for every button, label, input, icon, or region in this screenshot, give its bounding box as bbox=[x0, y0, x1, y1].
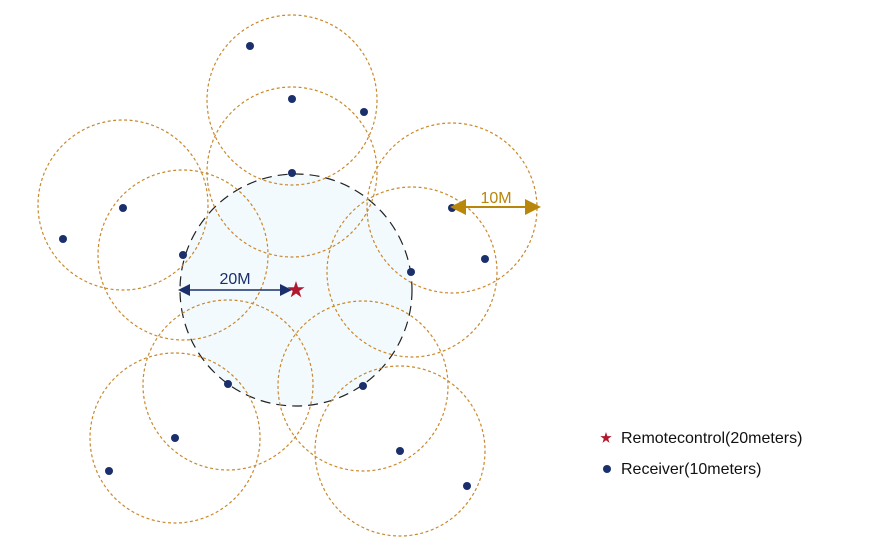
legend-dot bbox=[603, 465, 611, 473]
legend-label: Receiver(10meters) bbox=[621, 461, 761, 478]
range-label: 10M bbox=[480, 190, 511, 207]
legend-star bbox=[600, 432, 612, 443]
remote-control bbox=[287, 281, 305, 298]
legend: Remotecontrol(20meters) Receiver(10meter… bbox=[600, 430, 802, 478]
receiver-ranges bbox=[37, 14, 538, 537]
range-label: 20M bbox=[219, 271, 250, 288]
legend-label: Remotecontrol(20meters) bbox=[621, 430, 802, 447]
